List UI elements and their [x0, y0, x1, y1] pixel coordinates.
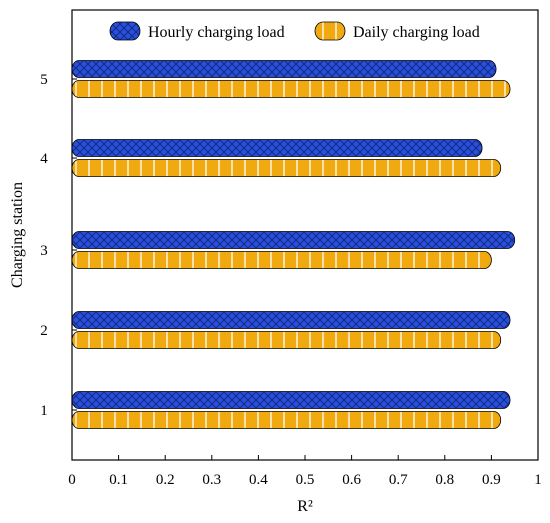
legend-swatch-daily	[314, 21, 346, 41]
bars-group	[71, 60, 516, 429]
legend-swatch-hourly	[109, 21, 141, 41]
x-tick-label: 0.8	[435, 472, 454, 488]
bar-hourly-station-3	[71, 231, 516, 249]
x-tick-label: 0.4	[249, 472, 268, 488]
x-tick-label: 0.1	[109, 472, 128, 488]
legend-label-daily: Daily charging load	[353, 24, 480, 41]
x-tick-label: 0	[68, 472, 76, 488]
x-tick-label: 1	[534, 472, 542, 488]
bar-hourly-station-4	[71, 139, 483, 157]
bar-hourly-station-5	[71, 60, 497, 78]
x-tick-label: 0.2	[156, 472, 175, 488]
x-axis-ticks: 0 0.1 0.2 0.3 0.4 0.5 0.6 0.7 0.8 0.9 1	[68, 455, 542, 488]
legend: Hourly charging load Daily charging load	[109, 21, 480, 41]
x-tick-label: 0.6	[342, 472, 361, 488]
x-tick-label: 0.5	[296, 472, 315, 488]
bar-daily-station-4	[71, 159, 502, 177]
bar-hourly-station-2	[71, 311, 511, 329]
x-tick-label: 0.7	[389, 472, 408, 488]
y-tick-label: 4	[40, 151, 48, 167]
y-tick-label: 5	[40, 72, 48, 88]
y-tick-label: 2	[40, 323, 48, 339]
bar-hourly-station-1	[71, 391, 511, 409]
legend-label-hourly: Hourly charging load	[148, 24, 285, 41]
x-tick-label: 0.9	[482, 472, 501, 488]
y-tick-label: 3	[40, 243, 48, 259]
bar-daily-station-3	[71, 251, 492, 269]
x-axis-title: R²	[297, 498, 313, 515]
y-tick-label: 1	[40, 403, 48, 419]
bar-daily-station-2	[71, 331, 502, 349]
bar-daily-station-1	[71, 411, 502, 429]
y-axis-ticks: 1 2 3 4 5	[40, 72, 77, 419]
y-axis-title: Charging station	[9, 182, 26, 288]
x-tick-label: 0.3	[202, 472, 221, 488]
bar-daily-station-5	[71, 80, 511, 98]
